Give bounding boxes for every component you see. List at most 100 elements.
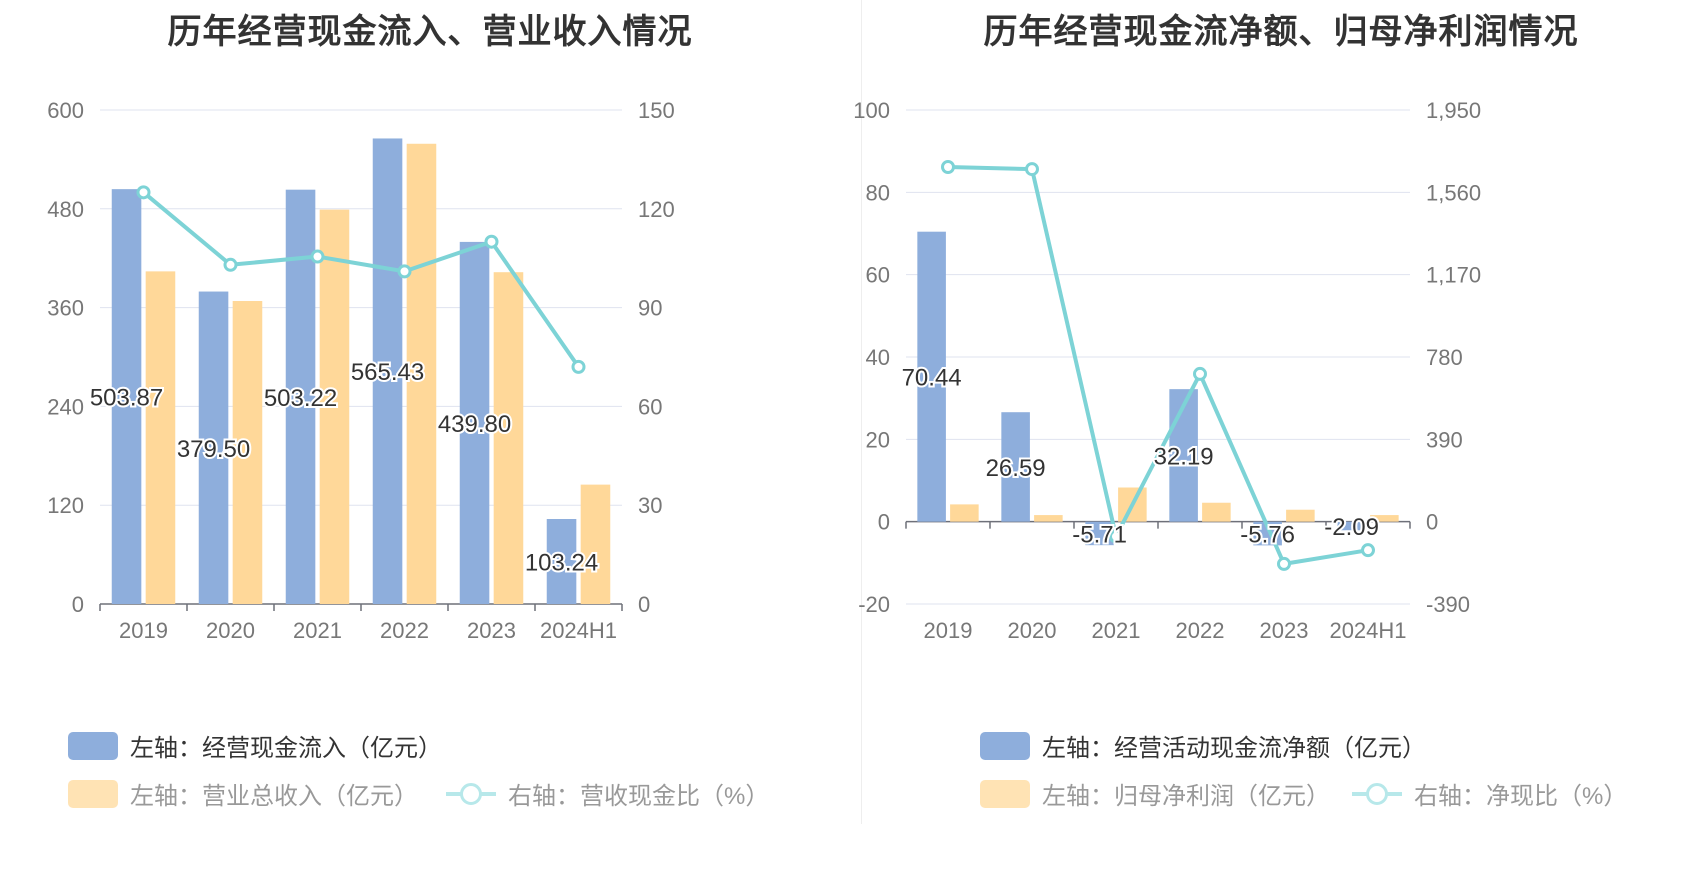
- right-legend-item-2[interactable]: 右轴：净现比（%）: [1352, 776, 1627, 811]
- right-ratio-point: [1361, 543, 1375, 558]
- right-ratio-point: [941, 160, 955, 174]
- right-bar-primary: [1337, 521, 1366, 531]
- left-bar-data-label: 103.24: [525, 549, 598, 576]
- left-legend-label-0: 左轴：经营现金流入（亿元）: [130, 735, 442, 762]
- left-ratio-point: [484, 234, 499, 249]
- right-chart-panel: 历年经营现金流净额、归母净利润情况 -20 -390 0 0 20 390 40 780 60 1…: [853, 0, 1700, 874]
- left-legend-label-1: 左轴：营业总收入（亿元）: [130, 783, 418, 810]
- left-ratio-point: [397, 264, 412, 279]
- left-bar-secondary: [319, 209, 350, 604]
- right-legend-item-1[interactable]: 左轴：归母净利润（亿元）: [980, 776, 1330, 811]
- left-x-tick-label: 2019: [119, 618, 168, 643]
- left-bar-data-label: 379.50: [177, 436, 250, 463]
- right-ratio-point: [1109, 529, 1123, 544]
- right-bar-data-label: 26.59: [986, 455, 1046, 482]
- right-bar-primary: [1001, 412, 1030, 522]
- left-ratio-point: [310, 249, 325, 264]
- right-y-left-tick: 80: [866, 180, 890, 205]
- legend-swatch-line: [446, 780, 496, 808]
- right-bar-primary: [1169, 389, 1198, 522]
- left-bar-primary: [372, 138, 403, 604]
- right-bar-secondary: [1034, 515, 1063, 522]
- left-y-right-tick: 30: [638, 493, 662, 518]
- left-x-tick-label: 2021: [293, 618, 342, 643]
- right-bar-secondary: [1202, 502, 1231, 522]
- left-ratio-point: [223, 257, 238, 272]
- right-y-left-tick: 60: [866, 263, 890, 288]
- left-legend-item-2[interactable]: 右轴：营收现金比（%）: [446, 776, 769, 811]
- right-bar-secondary: [1286, 509, 1315, 522]
- legend-swatch-line: [1352, 780, 1402, 808]
- left-y-left-tick: 360: [47, 296, 84, 321]
- right-y-left-tick: 40: [866, 345, 890, 370]
- right-bar-data-label: 32.19: [1154, 443, 1214, 470]
- left-bar-secondary: [406, 143, 437, 605]
- right-bar-primary: [917, 231, 946, 522]
- left-legend-item-1[interactable]: 左轴：营业总收入（亿元）: [68, 776, 418, 811]
- left-chart-panel: 历年经营现金流入、营业收入情况 0 0 120 30 240 60 360 90 480 120 6…: [47, 13, 769, 811]
- left-y-right-tick: 90: [638, 296, 662, 321]
- left-y-left-tick: 600: [47, 98, 84, 123]
- right-legend-label-2: 右轴：净现比（%）: [1414, 783, 1628, 810]
- right-bar-data-label: -2.09: [1324, 514, 1379, 541]
- right-y-right-tick: 390: [1426, 427, 1463, 452]
- right-x-tick-label: 2023: [1260, 618, 1309, 643]
- left-ratio-line: [142, 190, 581, 369]
- left-ratio-point: [136, 185, 151, 200]
- right-x-tick-label: 2024H1: [1329, 618, 1406, 643]
- left-y-left-tick: 120: [47, 493, 84, 518]
- left-y-left-tick: 0: [72, 592, 84, 617]
- left-x-tick-label: 2024H1: [540, 618, 617, 643]
- left-bar-secondary: [580, 484, 611, 604]
- left-bar-secondary: [145, 271, 176, 604]
- right-x-tick-label: 2020: [1008, 618, 1057, 643]
- left-x-tick-label: 2022: [380, 618, 429, 643]
- right-y-left-tick: 20: [866, 427, 890, 452]
- left-y-right-tick: 0: [638, 592, 650, 617]
- panel-divider: [861, 0, 862, 824]
- left-y-left-tick: 240: [47, 394, 84, 419]
- right-y-right-tick: 1,560: [1426, 180, 1481, 205]
- right-legend-label-0: 左轴：经营活动现金流净额（亿元）: [1042, 735, 1426, 762]
- left-x-tick-label: 2020: [206, 618, 255, 643]
- right-y-right-tick: 780: [1426, 345, 1463, 370]
- right-y-right-tick: 0: [1426, 510, 1438, 535]
- right-x-tick-label: 2021: [1092, 618, 1141, 643]
- right-y-left-tick: 100: [853, 98, 890, 123]
- left-bar-data-label: 439.80: [438, 411, 511, 438]
- left-bar-data-label: 503.22: [264, 385, 337, 412]
- right-ratio-point: [1193, 366, 1207, 381]
- right-legend-item-0[interactable]: 左轴：经营活动现金流净额（亿元）: [980, 728, 1426, 763]
- right-x-tick-label: 2022: [1176, 618, 1225, 643]
- left-bar-data-label: 565.43: [351, 359, 424, 386]
- left-ratio-point: [571, 359, 586, 374]
- right-y-right-tick: 1,170: [1426, 263, 1481, 288]
- right-y-left-tick: 0: [878, 510, 890, 535]
- right-y-right-tick: -390: [1426, 592, 1470, 617]
- left-legend-item-0[interactable]: 左轴：经营现金流入（亿元）: [68, 728, 442, 763]
- legend-swatch-bar: [68, 731, 118, 760]
- left-y-right-tick: 60: [638, 394, 662, 419]
- left-x-tick-label: 2023: [467, 618, 516, 643]
- right-chart-plot: -20 -390 0 0 20 390 40 780 60 1,170 80 1,560 100 1,95…: [853, 98, 1481, 643]
- right-chart-title: 历年经营现金流净额、归母净利润情况: [983, 13, 1579, 51]
- left-bar-secondary: [493, 272, 524, 604]
- left-y-left-tick: 480: [47, 197, 84, 222]
- left-bar-data-label: 503.87: [90, 385, 163, 412]
- left-bar-primary: [546, 518, 577, 604]
- right-bar-data-label: 70.44: [902, 365, 962, 392]
- right-y-right-tick: 1,950: [1426, 98, 1481, 123]
- left-y-right-tick: 150: [638, 98, 675, 123]
- right-bar-secondary: [950, 504, 979, 522]
- legend-swatch-bar: [980, 731, 1030, 760]
- left-legend-label-2: 右轴：营收现金比（%）: [508, 783, 770, 810]
- right-ratio-point: [1025, 162, 1039, 177]
- left-bar-secondary: [232, 301, 263, 604]
- left-chart-title: 历年经营现金流入、营业收入情况: [167, 13, 693, 51]
- right-bar-primary: [1085, 521, 1114, 546]
- right-bar-secondary: [1370, 515, 1399, 522]
- legend-swatch-bar: [68, 779, 118, 808]
- right-ratio-line: [947, 165, 1369, 566]
- legend-swatch-bar: [980, 779, 1030, 808]
- right-legend-label-1: 左轴：归母净利润（亿元）: [1042, 783, 1330, 810]
